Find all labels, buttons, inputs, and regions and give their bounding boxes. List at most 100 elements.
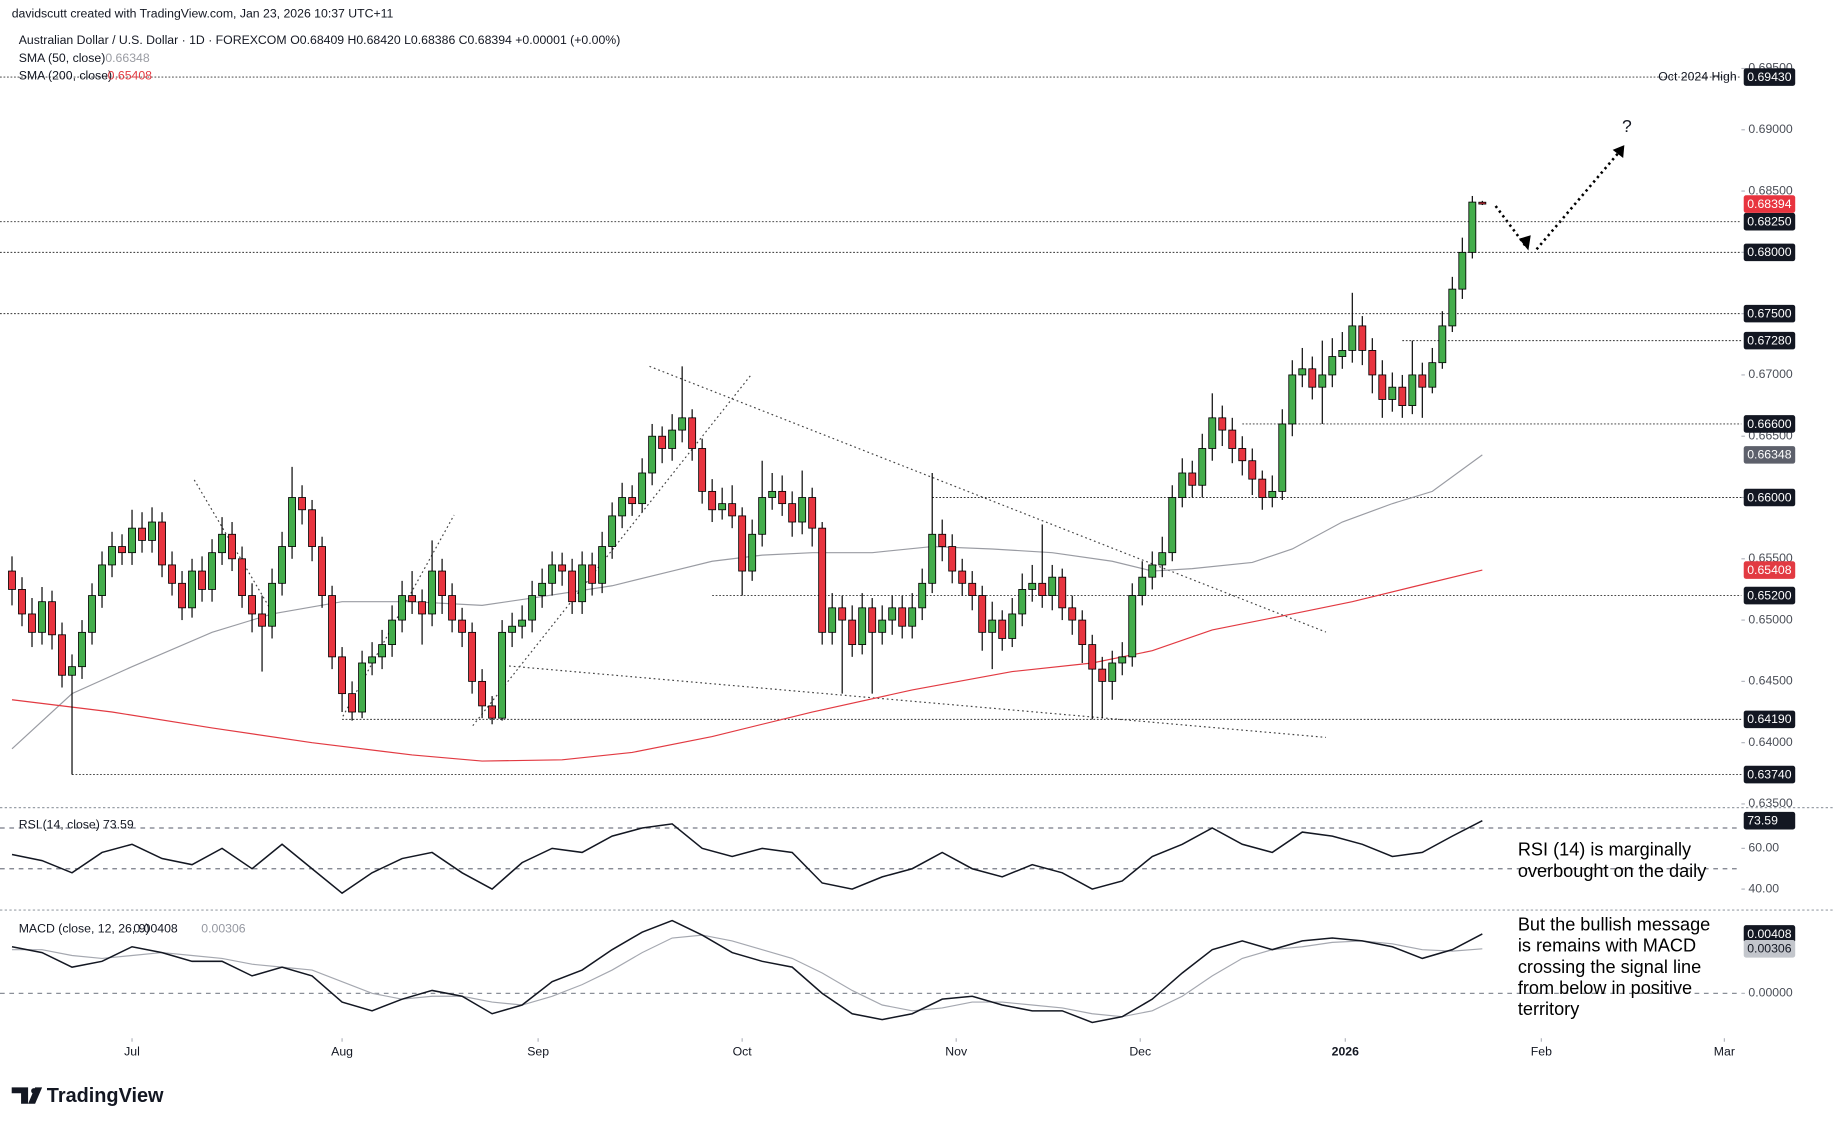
level-label: 0.64190 (1747, 712, 1792, 726)
candle-body (98, 564, 106, 596)
legend-name: RSI (14, close) (19, 817, 100, 831)
candle-body (538, 582, 547, 596)
candle-body (868, 607, 877, 633)
candle-body (1328, 356, 1337, 376)
level-label-bg (1743, 304, 1796, 323)
candle-body (1278, 423, 1287, 492)
candle-body (858, 607, 867, 646)
level-label-bg (1743, 710, 1796, 729)
candle-body (888, 607, 897, 621)
candle-body (248, 595, 256, 615)
candle-body (628, 497, 637, 505)
candle-body (768, 490, 777, 498)
candle-body (958, 570, 967, 584)
candle-body (228, 533, 236, 560)
y-tick-label: 60.00 (1748, 841, 1779, 855)
candle-body (458, 619, 467, 633)
level-label: 0.63740 (1747, 767, 1792, 781)
candle-body (1368, 350, 1377, 376)
level-note: Oct 2024 High (1658, 69, 1737, 83)
candle-body (528, 595, 537, 621)
candle-body (718, 503, 727, 511)
candle-body (138, 527, 146, 541)
candle-body (518, 619, 527, 627)
candle-body (788, 503, 797, 523)
legend-name: MACD (close, 12, 26, 9) (19, 922, 150, 936)
candle-body (1028, 582, 1037, 590)
candle-body (778, 490, 787, 505)
level-label: 0.69430 (1747, 70, 1792, 84)
x-tick-label: 2026 (1332, 1045, 1359, 1059)
candle-body (898, 607, 907, 627)
candle-body (108, 546, 116, 566)
candle-body (358, 662, 366, 713)
price-badge-bg (1743, 195, 1796, 213)
candle-body (1148, 564, 1157, 578)
candle-body (288, 497, 296, 547)
candle-body (1048, 576, 1057, 596)
candle-body (178, 582, 186, 609)
candle-body (448, 595, 457, 621)
indicator-line (11, 820, 1483, 895)
candle-body (1188, 472, 1197, 486)
legend-value: 0.00408 (133, 922, 178, 936)
ohlc: O0.68409 H0.68420 L0.68386 C0.68394 +0.0… (290, 33, 620, 47)
symbol: Australian Dollar / U.S. Dollar · 1D · F… (19, 33, 287, 47)
legend-value: 0.66348 (105, 51, 150, 65)
legend-value: 0.00306 (201, 922, 246, 936)
candle-body (1418, 374, 1427, 388)
candle-body (968, 582, 977, 596)
x-tick-label: Aug (331, 1045, 353, 1059)
level-label: 0.65200 (1747, 588, 1792, 602)
candle-body (1388, 386, 1397, 400)
candle-body (268, 582, 276, 627)
annotation-line: RSI (14) is marginally (1518, 840, 1692, 860)
candle-body (478, 680, 487, 707)
candle-body (68, 666, 76, 676)
candle-body (438, 570, 447, 596)
level-label-bg (1743, 212, 1796, 231)
legend-value: 0.65408 (108, 68, 153, 82)
y-tick-label: 0.67000 (1748, 367, 1793, 381)
level-label-bg (1743, 586, 1796, 605)
arrow-head (1519, 145, 1625, 251)
candle-body (1448, 288, 1457, 327)
candle-body (588, 564, 597, 584)
annotation-line: from below in positive (1518, 978, 1692, 998)
sma-line (11, 454, 1483, 750)
sma-badge: 0.66348 (1747, 448, 1792, 462)
candle-body (118, 546, 126, 554)
annotation-line: overbought on the daily (1518, 861, 1707, 881)
candle-body (348, 693, 356, 713)
candle-body (1458, 251, 1467, 290)
candle-body (978, 595, 987, 633)
candle-body (218, 533, 226, 554)
candle-body (28, 613, 36, 633)
candle-body (1248, 460, 1257, 480)
candle-body (1438, 325, 1447, 364)
candle-body (168, 564, 176, 584)
legend-value: 73.59 (103, 817, 134, 831)
level-label-bg (1743, 243, 1796, 262)
candle-body (298, 497, 306, 511)
candle-body (78, 631, 86, 668)
x-tick-label: Jul (124, 1045, 140, 1059)
candle-body (738, 515, 747, 572)
candle-body (1348, 325, 1357, 351)
candle-body (48, 601, 56, 636)
candle-body (688, 417, 697, 449)
x-tick-label: Nov (945, 1045, 968, 1059)
trend-line (649, 365, 1327, 633)
candle-body (338, 656, 346, 695)
level-label: 0.68000 (1747, 245, 1792, 259)
candle-body (1318, 374, 1327, 388)
candle-body (1158, 552, 1167, 566)
candle-body (648, 435, 657, 474)
candle-body (418, 601, 427, 615)
candle-body (928, 533, 937, 584)
legend-name: SMA (50, close) (19, 51, 106, 65)
candle-body (1178, 472, 1187, 498)
candle-body (798, 497, 807, 523)
candle-body (18, 589, 26, 615)
candle-body (1298, 368, 1307, 376)
